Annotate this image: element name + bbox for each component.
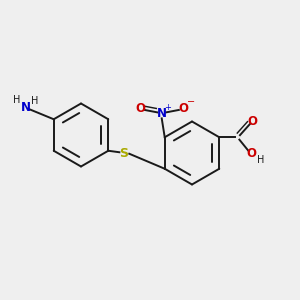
Text: O: O — [135, 102, 145, 115]
Text: O: O — [246, 147, 256, 160]
Text: −: − — [187, 97, 195, 107]
Text: O: O — [247, 115, 257, 128]
Text: N: N — [21, 101, 31, 114]
Text: +: + — [164, 103, 171, 112]
Text: H: H — [13, 95, 20, 105]
Text: S: S — [119, 147, 128, 160]
Text: N: N — [157, 107, 167, 120]
Text: O: O — [178, 102, 188, 115]
Text: H: H — [257, 155, 265, 165]
Text: H: H — [31, 96, 38, 106]
